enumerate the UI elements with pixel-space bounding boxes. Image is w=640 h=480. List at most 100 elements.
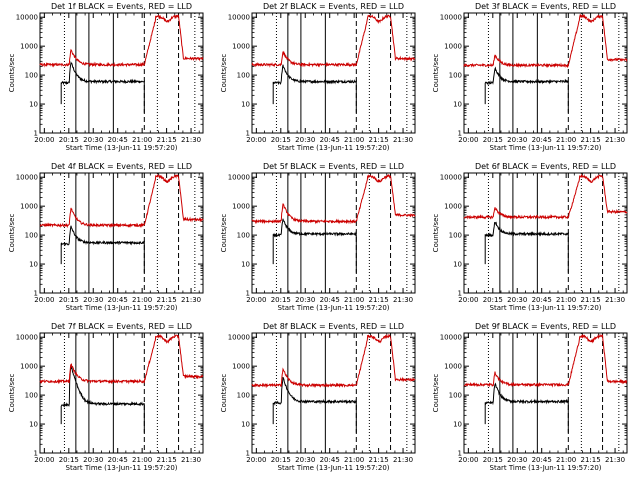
x-axis-label: Start Time (13-Jun-11 19:57:20) [66, 464, 178, 472]
y-tick-label: 1 [458, 130, 462, 138]
y-tick-label: 1 [34, 450, 38, 458]
x-tick-label: 20:15 [483, 296, 503, 304]
plot-frame [463, 12, 628, 134]
panel-det-7: Det 7f BLACK = Events, RED = LLD 1 10 100 10… [8, 322, 204, 472]
x-tick-label: 20:45 [108, 136, 128, 144]
x-tick-label: 20:15 [271, 296, 291, 304]
x-tick-label: 20:00 [246, 296, 266, 304]
panel-det-9: Det 9f BLACK = Events, RED = LLD 1 10 100 10… [432, 322, 628, 472]
x-tick-label: 20:30 [83, 296, 103, 304]
y-tick-label: 1 [34, 290, 38, 298]
y-tick-label: 1000 [232, 363, 250, 371]
series-red [39, 334, 204, 385]
x-tick-label: 21:30 [605, 456, 625, 464]
plot-frame [39, 332, 204, 454]
x-tick-label: 20:00 [458, 296, 478, 304]
y-tick-label: 1 [34, 130, 38, 138]
plot-frame [251, 12, 416, 134]
x-tick-label: 20:45 [108, 296, 128, 304]
x-tick-label: 20:15 [271, 456, 291, 464]
panel-det-8: Det 8f BLACK = Events, RED = LLD 1 10 100 10… [220, 322, 416, 472]
x-tick-label: 21:15 [581, 136, 601, 144]
y-tick-label: 1000 [20, 203, 38, 211]
panel-det-1: Det 1f BLACK = Events, RED = LLD 1 10 100 10… [8, 2, 204, 152]
x-tick-label: 20:00 [458, 136, 478, 144]
y-tick-label: 10 [241, 101, 250, 109]
x-tick-label: 20:30 [295, 456, 315, 464]
x-tick-label: 21:30 [605, 296, 625, 304]
y-tick-label: 10000 [228, 174, 250, 182]
plot-frame [39, 172, 204, 294]
x-axis-label: Start Time (13-Jun-11 19:57:20) [66, 144, 178, 152]
y-tick-label: 10 [453, 421, 462, 429]
y-tick-label: 100 [237, 72, 250, 80]
panel-det-5: Det 5f BLACK = Events, RED = LLD 1 10 100 10… [220, 162, 416, 312]
y-tick-label: 1000 [232, 43, 250, 51]
y-tick-label: 10 [453, 261, 462, 269]
x-tick-label: 20:45 [532, 136, 552, 144]
x-tick-label: 21:30 [181, 296, 201, 304]
y-axis-label: Counts/sec [8, 374, 16, 413]
x-tick-label: 20:15 [59, 296, 79, 304]
y-tick-label: 10 [29, 261, 38, 269]
y-tick-label: 10 [241, 421, 250, 429]
x-tick-label: 20:00 [34, 456, 54, 464]
y-tick-label: 10 [29, 421, 38, 429]
x-tick-label: 21:15 [581, 296, 601, 304]
x-axis-label: Start Time (13-Jun-11 19:57:20) [278, 464, 390, 472]
panel-det-3: Det 3f BLACK = Events, RED = LLD 1 10 100 10… [432, 2, 628, 152]
y-tick-label: 1000 [232, 203, 250, 211]
y-tick-label: 100 [449, 72, 462, 80]
y-tick-label: 10000 [16, 14, 38, 22]
y-tick-label: 100 [25, 392, 38, 400]
y-axis-label: Counts/sec [432, 214, 440, 253]
y-tick-label: 1 [458, 290, 462, 298]
x-tick-label: 21:30 [393, 296, 413, 304]
panel-title: Det 1f BLACK = Events, RED = LLD [51, 2, 192, 11]
x-tick-label: 20:45 [108, 456, 128, 464]
x-tick-label: 20:00 [34, 296, 54, 304]
plot-frame [251, 172, 416, 294]
x-tick-label: 20:15 [483, 456, 503, 464]
x-tick-label: 21:30 [393, 456, 413, 464]
series-red [251, 173, 416, 225]
y-tick-label: 100 [237, 232, 250, 240]
x-tick-label: 20:30 [83, 136, 103, 144]
y-axis-label: Counts/sec [220, 54, 228, 93]
series-red [39, 173, 204, 229]
x-tick-label: 20:45 [532, 456, 552, 464]
series-black [272, 218, 357, 273]
series-red [463, 173, 628, 220]
x-tick-label: 21:30 [605, 136, 625, 144]
x-axis-label: Start Time (13-Jun-11 19:57:20) [490, 304, 602, 312]
x-tick-label: 20:30 [83, 456, 103, 464]
series-black [484, 382, 569, 433]
y-tick-label: 1000 [444, 363, 462, 371]
series-red [251, 333, 416, 389]
y-tick-label: 1 [458, 450, 462, 458]
x-tick-label: 21:15 [369, 296, 389, 304]
x-axis-label: Start Time (13-Jun-11 19:57:20) [490, 144, 602, 152]
y-tick-label: 10000 [440, 174, 462, 182]
panel-title: Det 9f BLACK = Events, RED = LLD [475, 322, 616, 331]
x-tick-label: 20:00 [246, 136, 266, 144]
panel-title: Det 3f BLACK = Events, RED = LLD [475, 2, 616, 11]
x-tick-label: 21:00 [132, 136, 152, 144]
panel-title: Det 4f BLACK = Events, RED = LLD [51, 162, 192, 171]
y-tick-label: 10 [241, 261, 250, 269]
y-axis-label: Counts/sec [220, 214, 228, 253]
x-tick-label: 20:30 [295, 136, 315, 144]
plot-frame [463, 172, 628, 294]
y-tick-label: 10000 [440, 334, 462, 342]
panel-title: Det 8f BLACK = Events, RED = LLD [263, 322, 404, 331]
panel-det-4: Det 4f BLACK = Events, RED = LLD 1 10 100 10… [8, 162, 204, 312]
series-black [60, 60, 145, 113]
x-tick-label: 20:00 [34, 136, 54, 144]
y-tick-label: 1000 [444, 203, 462, 211]
y-tick-label: 1 [246, 450, 250, 458]
y-tick-label: 10000 [16, 174, 38, 182]
plot-frame [39, 12, 204, 134]
y-tick-label: 100 [237, 392, 250, 400]
y-tick-label: 10000 [16, 334, 38, 342]
